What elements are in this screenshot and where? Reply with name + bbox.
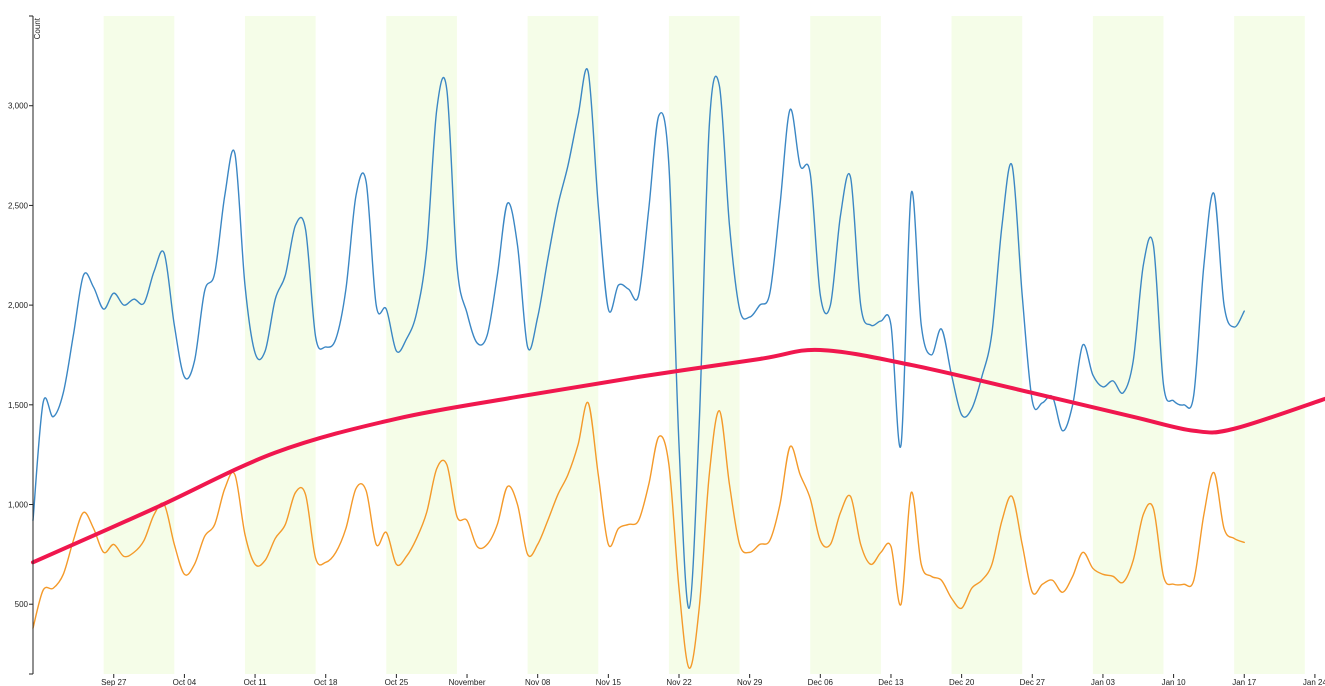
y-tick-label-2: 1,500 bbox=[8, 401, 29, 410]
series-layer bbox=[31, 68, 1325, 669]
x-tick-label-5: November bbox=[449, 678, 486, 686]
x-tick-label-0: Sep 27 bbox=[101, 678, 127, 686]
x-tick-label-16: Jan 17 bbox=[1232, 678, 1257, 686]
x-tick-label-13: Dec 27 bbox=[1020, 678, 1046, 686]
x-tick-label-14: Jan 03 bbox=[1091, 678, 1116, 686]
x-tick-label-8: Nov 22 bbox=[666, 678, 692, 686]
x-tick-label-9: Nov 29 bbox=[737, 678, 763, 686]
y-tick-label-4: 2,500 bbox=[8, 201, 29, 210]
x-tick-label-10: Dec 06 bbox=[808, 678, 834, 686]
weekend-band-8 bbox=[1234, 16, 1305, 674]
x-tick-label-12: Dec 20 bbox=[949, 678, 975, 686]
weekend-band-0 bbox=[103, 16, 175, 674]
series-line-0 bbox=[32, 68, 1245, 609]
series-line-1 bbox=[32, 401, 1245, 669]
weekend-band-2 bbox=[386, 16, 457, 674]
y-axis-label: Count bbox=[33, 17, 42, 39]
y-tick-label-0: 500 bbox=[15, 600, 29, 609]
weekend-shading bbox=[103, 16, 1305, 674]
x-tick-label-2: Oct 11 bbox=[244, 678, 268, 686]
x-tick-label-4: Oct 25 bbox=[385, 678, 409, 686]
x-tick-label-7: Nov 15 bbox=[596, 678, 622, 686]
weekend-band-4 bbox=[668, 16, 740, 674]
x-tick-label-1: Oct 04 bbox=[173, 678, 197, 686]
y-axis: Count 500 1,000 1,500 2,000 2,500 3,000 bbox=[8, 15, 42, 675]
weekend-band-5 bbox=[810, 16, 881, 674]
weekend-band-1 bbox=[244, 16, 316, 674]
y-tick-label-1: 1,000 bbox=[8, 501, 29, 510]
x-tick-label-11: Dec 13 bbox=[878, 678, 904, 686]
weekend-band-3 bbox=[527, 16, 599, 674]
x-tick-label-17: Jan 24 bbox=[1303, 678, 1325, 686]
y-tick-label-3: 2,000 bbox=[8, 301, 29, 310]
x-tick-label-6: Nov 08 bbox=[525, 678, 551, 686]
series-line-2 bbox=[31, 347, 1325, 565]
weekend-band-6 bbox=[951, 16, 1023, 674]
y-tick-label-5: 3,000 bbox=[8, 102, 29, 111]
x-tick-label-3: Oct 18 bbox=[314, 678, 338, 686]
x-axis: Sep 27 Oct 04 Oct 11 Oct 18 Oct 25 November No… bbox=[101, 674, 1325, 686]
weekend-band-7 bbox=[1092, 16, 1164, 674]
x-tick-label-15: Jan 10 bbox=[1162, 678, 1187, 686]
